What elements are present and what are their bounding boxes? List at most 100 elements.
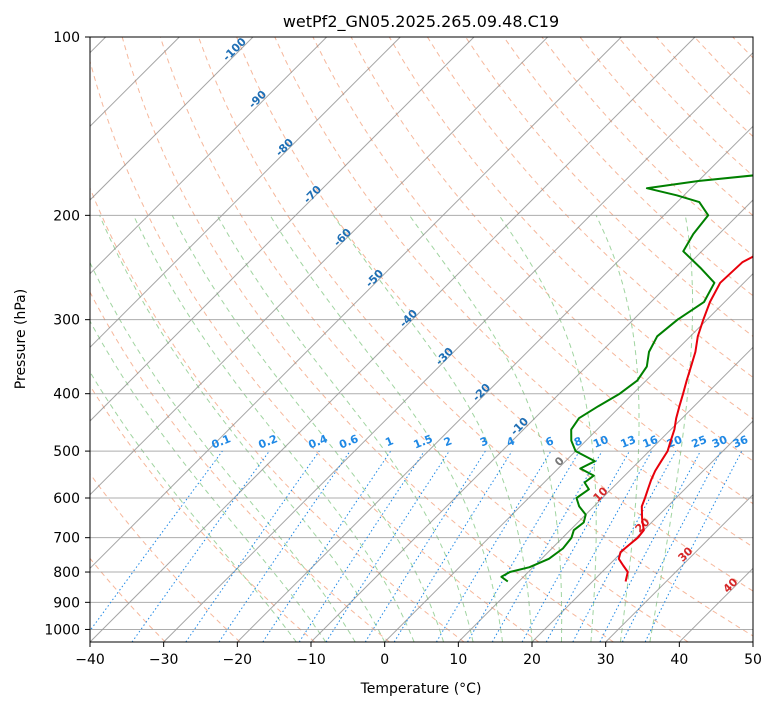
y-axis: 100 200 300 400 500 600 700 800 900 1000 bbox=[44, 30, 90, 638]
mixing-ratio-line bbox=[521, 450, 630, 642]
mixing-ratio-label: 16 bbox=[641, 433, 660, 451]
mixing-ratio-label: 0.2 bbox=[256, 432, 279, 451]
moist-adiabat bbox=[649, 215, 694, 642]
isotherm-line bbox=[163, 51, 753, 642]
moist-adiabat bbox=[133, 215, 415, 642]
isotherm-line bbox=[90, 37, 254, 201]
moist-adiabat bbox=[595, 215, 640, 642]
mixing-ratio-label: 8 bbox=[572, 434, 584, 449]
mixing-ratio-label: 30 bbox=[710, 433, 729, 451]
dry-adiabat bbox=[90, 291, 390, 642]
temperature-profile-line bbox=[617, 255, 753, 582]
moist-adiabat bbox=[90, 261, 356, 642]
mixing-ratio-label: 10 bbox=[591, 433, 610, 451]
dry-adiabat bbox=[388, 37, 753, 420]
mixing-ratio-label: 1 bbox=[383, 434, 395, 449]
mixing-ratio-line bbox=[218, 450, 351, 642]
dry-adiabat bbox=[312, 37, 753, 505]
mixing-ratio-line bbox=[644, 450, 743, 642]
line-labels: 0.1 0.2 0.4 0.6 1 1.5 2 3 4 6 8 10 13 16 20 25 30 36-100-… bbox=[210, 35, 751, 596]
x-tick-label: 40 bbox=[670, 652, 688, 668]
isotherm-line bbox=[90, 37, 401, 349]
isotherm-label: 10 bbox=[591, 484, 611, 504]
x-tick-label: 30 bbox=[597, 652, 615, 668]
isotherm-label: -100 bbox=[220, 35, 249, 64]
mixing-ratio-line bbox=[393, 450, 513, 642]
mixing-ratio-line bbox=[185, 450, 320, 642]
mixing-ratio-line bbox=[435, 450, 552, 642]
moist-adiabat bbox=[171, 215, 445, 642]
moist-adiabat bbox=[269, 215, 503, 642]
mixing-ratio-line bbox=[262, 450, 392, 642]
dry-adiabat bbox=[771, 37, 775, 642]
y-tick-label: 800 bbox=[53, 565, 80, 581]
isotherm-label: -20 bbox=[470, 381, 493, 404]
isotherm-line bbox=[90, 37, 549, 496]
moist-adiabat bbox=[99, 215, 386, 642]
isotherm-label: 40 bbox=[721, 575, 741, 595]
isotherm-label: -40 bbox=[397, 307, 420, 330]
dry-adiabat bbox=[541, 37, 753, 257]
mixing-ratio-line bbox=[298, 450, 425, 642]
isotherm-line bbox=[678, 567, 753, 642]
y-axis-label: Pressure (hPa) bbox=[13, 289, 29, 389]
moist-adiabat bbox=[90, 370, 297, 642]
dry-adiabat bbox=[90, 384, 316, 642]
mixing-ratio-label: 2 bbox=[442, 434, 454, 449]
isotherm-label: -70 bbox=[301, 183, 324, 206]
x-axis-label: Temperature (°C) bbox=[360, 681, 482, 697]
mixing-ratio-line bbox=[467, 450, 580, 642]
mixing-ratio-line bbox=[325, 450, 450, 642]
mixing-ratio-line bbox=[364, 450, 486, 642]
y-tick-label: 1000 bbox=[44, 622, 80, 638]
dry-adiabat bbox=[694, 37, 753, 98]
mixing-ratio-label: 0.4 bbox=[306, 432, 329, 451]
dry-adiabat bbox=[732, 37, 753, 59]
dry-adiabat bbox=[90, 557, 166, 642]
isotherm-line bbox=[531, 420, 753, 642]
dry-adiabat bbox=[426, 37, 753, 378]
moist-adiabat bbox=[498, 215, 597, 642]
mixing-ratio-label: 0.1 bbox=[210, 432, 233, 451]
mixing-ratio-label: 25 bbox=[690, 433, 709, 451]
x-tick-label: 10 bbox=[449, 652, 467, 668]
dry-adiabat bbox=[274, 37, 753, 548]
isotherm-line bbox=[236, 125, 753, 642]
chart-title: wetPf2_GN05.2025.265.09.48.C19 bbox=[283, 12, 559, 32]
dry-adiabat bbox=[90, 472, 241, 642]
y-tick-label: 900 bbox=[53, 595, 80, 611]
isotherm-line bbox=[457, 346, 753, 642]
y-tick-label: 100 bbox=[53, 30, 80, 46]
dry-adiabat bbox=[465, 37, 753, 338]
isotherm-label: -90 bbox=[246, 88, 269, 111]
y-tick-label: 400 bbox=[53, 387, 80, 403]
dry-adiabat bbox=[503, 37, 753, 297]
isotherm-line bbox=[752, 641, 753, 642]
y-tick-label: 200 bbox=[53, 208, 80, 224]
plot-frame bbox=[89, 36, 754, 643]
dry-adiabat bbox=[121, 37, 614, 642]
isotherm-label: -30 bbox=[433, 345, 456, 368]
profile-lines bbox=[500, 174, 753, 583]
x-tick-label: 0 bbox=[380, 652, 389, 668]
background-lines bbox=[90, 37, 775, 642]
isotherm-line bbox=[605, 493, 753, 642]
mixing-ratio-line bbox=[572, 450, 677, 642]
x-tick-label: 50 bbox=[744, 652, 762, 668]
x-axis: −40 −30 −20 −10 0 10 20 30 40 50 bbox=[75, 642, 762, 668]
x-tick-label: −40 bbox=[75, 652, 105, 668]
mixing-ratio-line bbox=[90, 450, 223, 632]
dry-adiabat bbox=[350, 37, 753, 462]
mixing-ratio-label: 3 bbox=[478, 434, 490, 449]
y-tick-label: 500 bbox=[53, 444, 80, 460]
mixing-ratio-label: 36 bbox=[731, 433, 750, 451]
mixing-ratio-label: 6 bbox=[544, 434, 556, 449]
dry-adiabat bbox=[90, 59, 540, 642]
mixing-ratio-label: 13 bbox=[619, 433, 638, 451]
mixing-ratio-line bbox=[131, 450, 270, 642]
moist-adiabat bbox=[216, 215, 474, 642]
mixing-ratio-line bbox=[545, 450, 653, 642]
dewpoint-profile-line bbox=[500, 174, 753, 583]
